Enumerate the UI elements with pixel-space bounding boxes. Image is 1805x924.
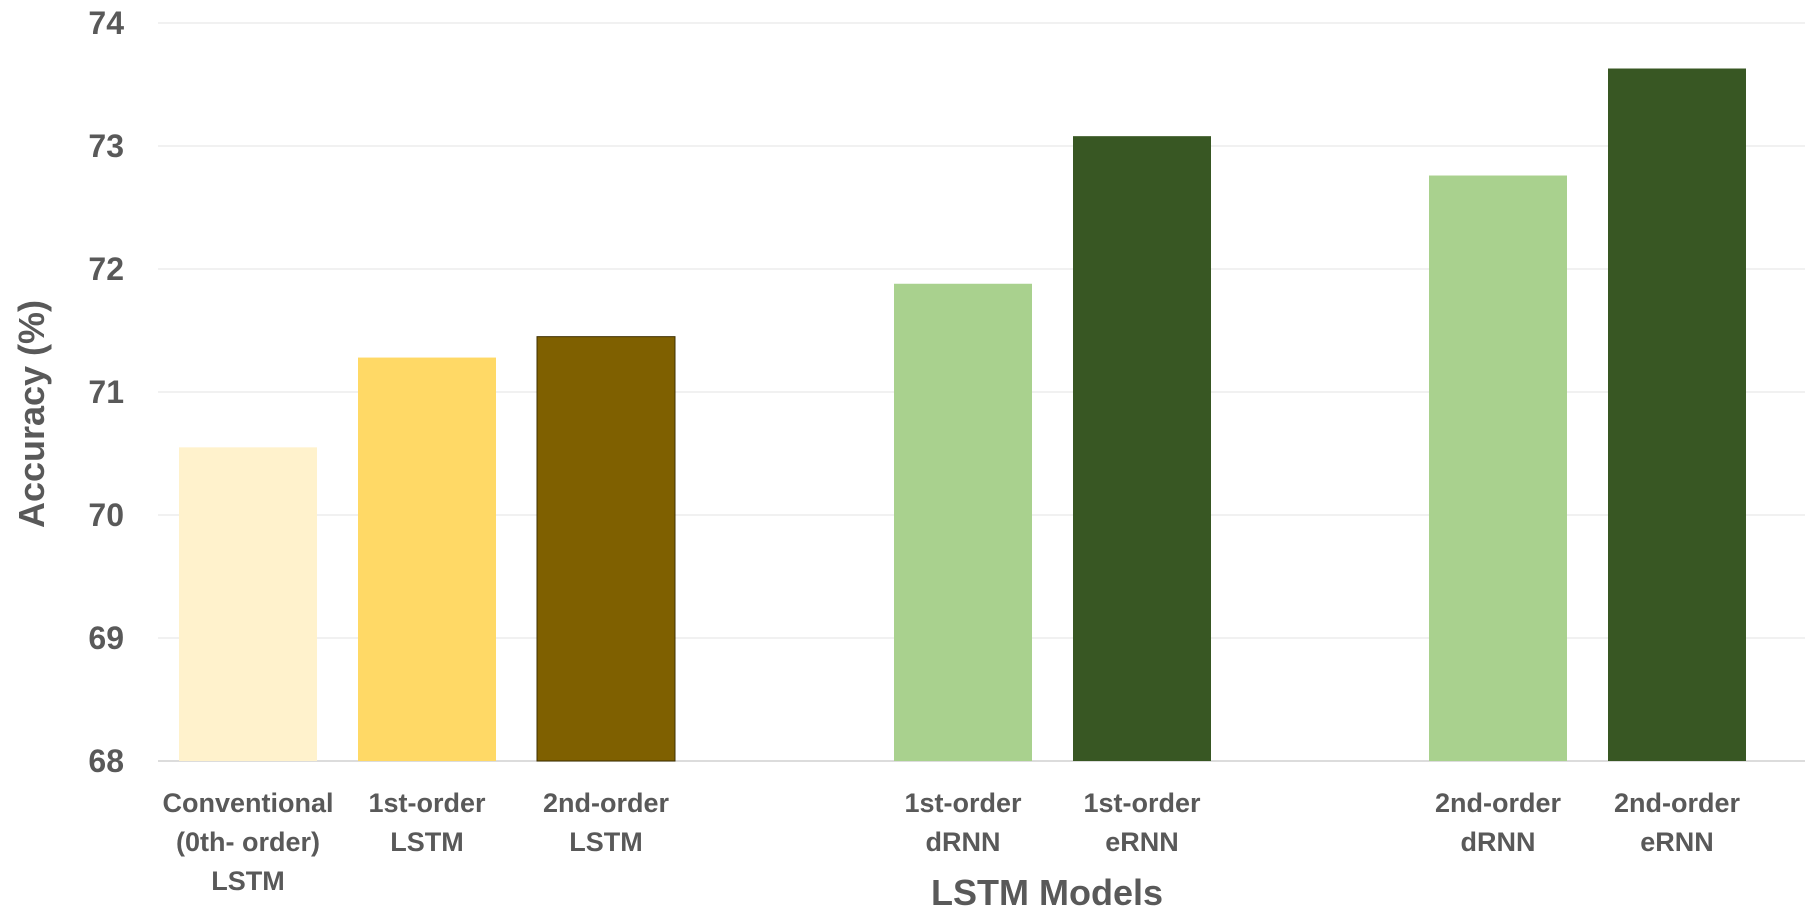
- x-category-label-line: dRNN: [926, 827, 1001, 857]
- x-category-label: 1st-order dRNN: [904, 788, 1022, 857]
- x-category-label: 1st-order eRNN: [1083, 788, 1201, 857]
- x-category-label-line: 1st-order: [1083, 788, 1201, 818]
- y-tick-label: 74: [88, 5, 124, 41]
- x-category-label-line: 2nd-order: [543, 788, 670, 818]
- y-tick-label: 72: [88, 251, 124, 287]
- y-tick-label: 68: [88, 743, 124, 779]
- x-axis-category-labels: Conventional (0th- order) LSTM 1st-order LST…: [162, 788, 1740, 896]
- x-category-label-line: 2nd-order: [1614, 788, 1741, 818]
- x-category-label: Conventional (0th- order) LSTM: [162, 788, 333, 896]
- x-category-label-line: eRNN: [1640, 827, 1714, 857]
- x-category-label: 2nd-order dRNN: [1435, 788, 1562, 857]
- y-axis-ticks: 68 69 70 71 72 73 74: [88, 5, 124, 779]
- bar: [536, 336, 676, 762]
- x-axis-title: LSTM Models: [931, 872, 1163, 913]
- y-tick-label: 70: [88, 497, 124, 533]
- bars: [179, 68, 1746, 762]
- x-category-label-line: LSTM: [390, 827, 464, 857]
- y-tick-label: 71: [88, 374, 124, 410]
- x-category-label-line: LSTM: [569, 827, 643, 857]
- y-tick-label: 69: [88, 620, 124, 656]
- x-category-label-line: eRNN: [1105, 827, 1179, 857]
- x-category-label-line: LSTM: [211, 866, 285, 896]
- x-category-label-line: 2nd-order: [1435, 788, 1562, 818]
- bar: [358, 357, 496, 761]
- x-category-label: 1st-order LSTM: [368, 788, 486, 857]
- y-axis-title: Accuracy (%): [11, 300, 52, 528]
- bar: [894, 283, 1032, 761]
- x-category-label-line: Conventional: [162, 788, 333, 818]
- x-category-label: 2nd-order LSTM: [543, 788, 670, 857]
- x-category-label-line: (0th- order): [176, 827, 320, 857]
- bar: [1608, 68, 1746, 761]
- x-category-label-line: 1st-order: [904, 788, 1022, 818]
- bar: [1073, 136, 1211, 761]
- y-tick-label: 73: [88, 128, 124, 164]
- x-category-label-line: dRNN: [1461, 827, 1536, 857]
- x-category-label: 2nd-order eRNN: [1614, 788, 1741, 857]
- x-category-label-line: 1st-order: [368, 788, 486, 818]
- bar: [1429, 175, 1567, 761]
- bar: [179, 447, 317, 761]
